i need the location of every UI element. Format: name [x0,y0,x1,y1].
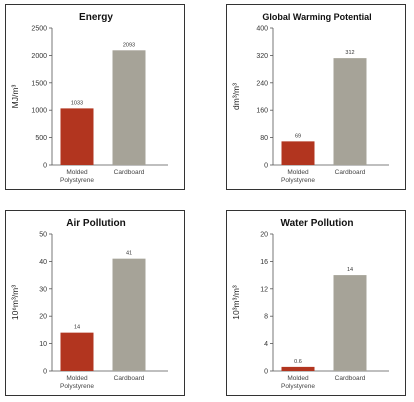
chart-title: Energy [79,12,113,23]
energy-chart-panel: Energy 0 500 1000 1500 2000 2500 MJ/m³ 1033 2093 M… [5,4,185,190]
y-tick-label: 0 [43,163,47,170]
y-tick-label: 240 [256,80,268,87]
y-tick-label: 500 [35,135,47,142]
y-tick-label: 160 [256,108,268,115]
y-tick-label: 80 [260,135,268,142]
bar-cardboard [112,258,146,371]
y-tick-label: 400 [256,26,268,33]
x-category-label-line: Polystyrene [281,177,315,184]
x-category-label-line: Cardboard [335,375,366,382]
x-category-label-line: Polystyrene [60,177,94,184]
global-warming-chart-panel: Global Warming Potential 0 80 160 240 320 400 d… [226,4,406,190]
y-tick-label: 50 [39,232,47,239]
y-tick-label: 20 [260,232,268,239]
x-category-label: Cardboard [114,169,145,176]
bar-molded-polystyrene [60,108,94,165]
x-category-label: Cardboard [114,375,145,382]
y-tick-label: 16 [260,259,268,266]
x-category-label-line: Molded [287,375,309,382]
y-tick-label: 30 [39,286,47,293]
x-category-label: Molded Polystyrene [60,169,94,184]
y-axis-label: dm³/m³ [231,83,241,110]
x-category-label-line: Polystyrene [281,383,315,390]
y-tick-label: 8 [264,314,268,321]
x-category-label: Molded Polystyrene [281,375,315,390]
y-tick-label: 1000 [31,108,47,115]
bar-cardboard [112,50,146,165]
data-label: 312 [345,50,354,56]
air-pollution-chart-panel: Air Pollution 0 10 20 30 40 50 10⁶m³/m³ 14 41 Mold… [5,210,185,396]
y-tick-label: 10 [39,341,47,348]
y-tick-label: 2500 [31,26,47,33]
x-category-label: Molded Polystyrene [60,375,94,390]
y-axis-label: 10³m³/m³ [231,285,241,320]
x-category-label-line: Molded [287,169,309,176]
data-label: 14 [347,267,353,273]
data-label: 69 [295,133,301,139]
bar-cardboard [333,275,367,371]
y-tick-label: 40 [39,259,47,266]
y-tick-label: 0 [264,369,268,376]
y-tick-label: 2000 [31,53,47,60]
data-label: 41 [126,251,132,257]
bar-molded-polystyrene [281,141,315,165]
chart-svg: Air Pollution 0 10 20 30 40 50 10⁶m³/m³ 14 41 Mold… [10,218,168,390]
y-tick-label: 1500 [31,80,47,87]
x-category-label-line: Molded [66,375,88,382]
data-label: 1033 [71,100,83,106]
y-tick-label: 0 [43,369,47,376]
y-axis-label: MJ/m³ [10,85,20,109]
x-category-label-line: Polystyrene [60,383,94,390]
x-category-label: Cardboard [335,375,366,382]
y-tick-label: 4 [264,341,268,348]
bar-molded-polystyrene [60,332,94,371]
chart-title: Water Pollution [281,218,354,229]
x-category-label-line: Cardboard [114,169,145,176]
data-label: 14 [74,325,80,331]
x-category-label-line: Cardboard [335,169,366,176]
y-tick-label: 20 [39,314,47,321]
y-tick-label: 0 [264,163,268,170]
x-category-label-line: Molded [66,169,88,176]
y-tick-label: 12 [260,286,268,293]
chart-svg: Global Warming Potential 0 80 160 240 320 400 d… [231,12,389,184]
chart-title: Global Warming Potential [262,12,371,22]
y-tick-label: 320 [256,53,268,60]
x-category-label: Molded Polystyrene [281,169,315,184]
data-label: 2093 [123,42,135,48]
water-pollution-chart-panel: Water Pollution 0 4 8 12 16 20 10³m³/m³ 0.6 14 Mol… [226,210,406,396]
data-label: 0.6 [294,359,302,365]
bar-cardboard [333,58,367,165]
bar-molded-polystyrene [281,366,315,371]
chart-title: Air Pollution [66,218,125,229]
y-axis-label: 10⁶m³/m³ [10,285,20,320]
chart-svg: Energy 0 500 1000 1500 2000 2500 MJ/m³ 1033 2093 M… [10,12,168,184]
x-category-label: Cardboard [335,169,366,176]
chart-svg: Water Pollution 0 4 8 12 16 20 10³m³/m³ 0.6 14 Mol… [231,218,389,390]
x-category-label-line: Cardboard [114,375,145,382]
